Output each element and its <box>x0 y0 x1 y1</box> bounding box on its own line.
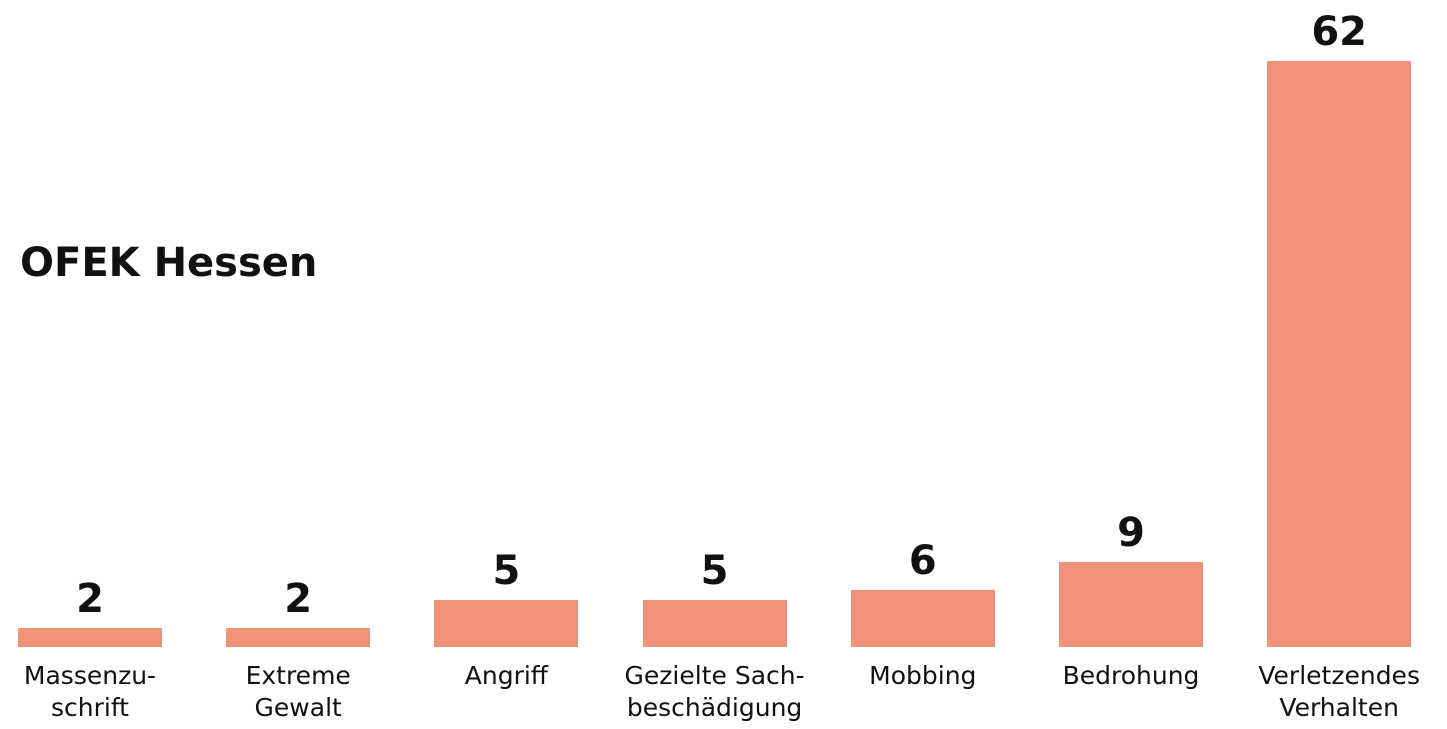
bar <box>850 590 995 647</box>
x-tick-label: Gezielte Sach- beschädigung <box>624 661 805 722</box>
chart-title: OFEK Hessen <box>20 240 318 286</box>
x-tick-label: Angriff <box>464 661 549 690</box>
x-tick-label: Mobbing <box>869 661 977 690</box>
bar <box>1059 561 1203 647</box>
bar <box>434 599 579 647</box>
value-label: 5 <box>700 547 729 594</box>
value-label: 5 <box>492 547 521 594</box>
value-label: 62 <box>1311 9 1368 55</box>
value-label: 9 <box>1117 509 1145 556</box>
x-tick-label: Verletzendes Verhalten <box>1258 661 1420 722</box>
bar <box>642 599 787 647</box>
bar <box>18 628 162 647</box>
value-label: 2 <box>76 576 104 623</box>
x-tick-label: Bedrohung <box>1062 661 1200 690</box>
value-label: 2 <box>284 576 313 623</box>
x-tick-label: Massenzu- schrift <box>23 661 157 722</box>
bar <box>1267 61 1412 647</box>
x-tick-label: Extreme Gewalt <box>245 661 351 722</box>
bar <box>226 628 371 647</box>
value-label: 6 <box>908 538 937 585</box>
